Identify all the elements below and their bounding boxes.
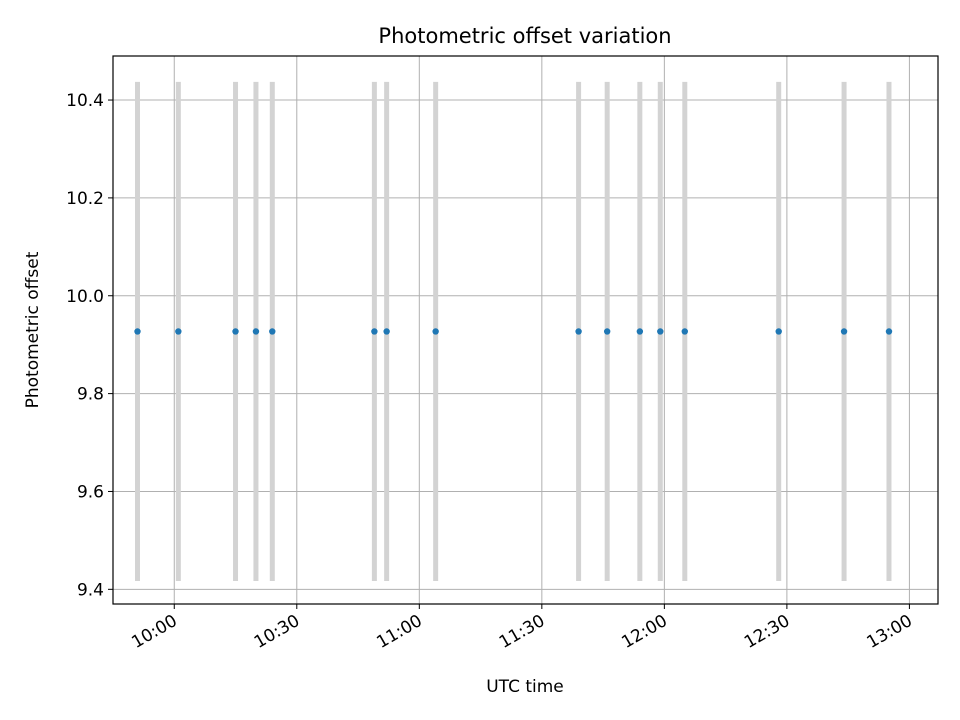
y-tick-label: 9.8 [77, 385, 104, 405]
plot-area-frame [112, 55, 939, 605]
data-point [252, 328, 260, 335]
y-tick-label: 10.0 [66, 287, 104, 307]
data-point [575, 328, 582, 335]
data-point [636, 328, 644, 335]
chart-title: Photometric offset variation [378, 24, 671, 48]
data-point [232, 328, 239, 335]
data-point [681, 328, 688, 335]
data-point [657, 328, 664, 335]
grid [113, 56, 938, 604]
data-point [134, 328, 141, 335]
data-point [432, 328, 439, 335]
y-tick-label: 9.4 [77, 580, 104, 600]
data-point [775, 328, 782, 335]
data-point [371, 328, 378, 335]
data-point [383, 328, 390, 335]
y-axis-ticks: 9.4 9.6 9.8 10.0 10.2 10.4 [66, 91, 113, 600]
data-point [175, 328, 182, 335]
data-point [885, 328, 893, 335]
x-axis-label: UTC time [486, 677, 564, 697]
data-points [134, 328, 893, 335]
y-tick-label: 9.6 [77, 482, 104, 502]
data-point [269, 328, 276, 335]
data-point [603, 328, 611, 335]
y-tick-label: 10.2 [66, 189, 104, 209]
y-axis-label: Photometric offset [23, 251, 43, 408]
data-point [840, 328, 848, 335]
y-tick-label: 10.4 [66, 91, 104, 111]
